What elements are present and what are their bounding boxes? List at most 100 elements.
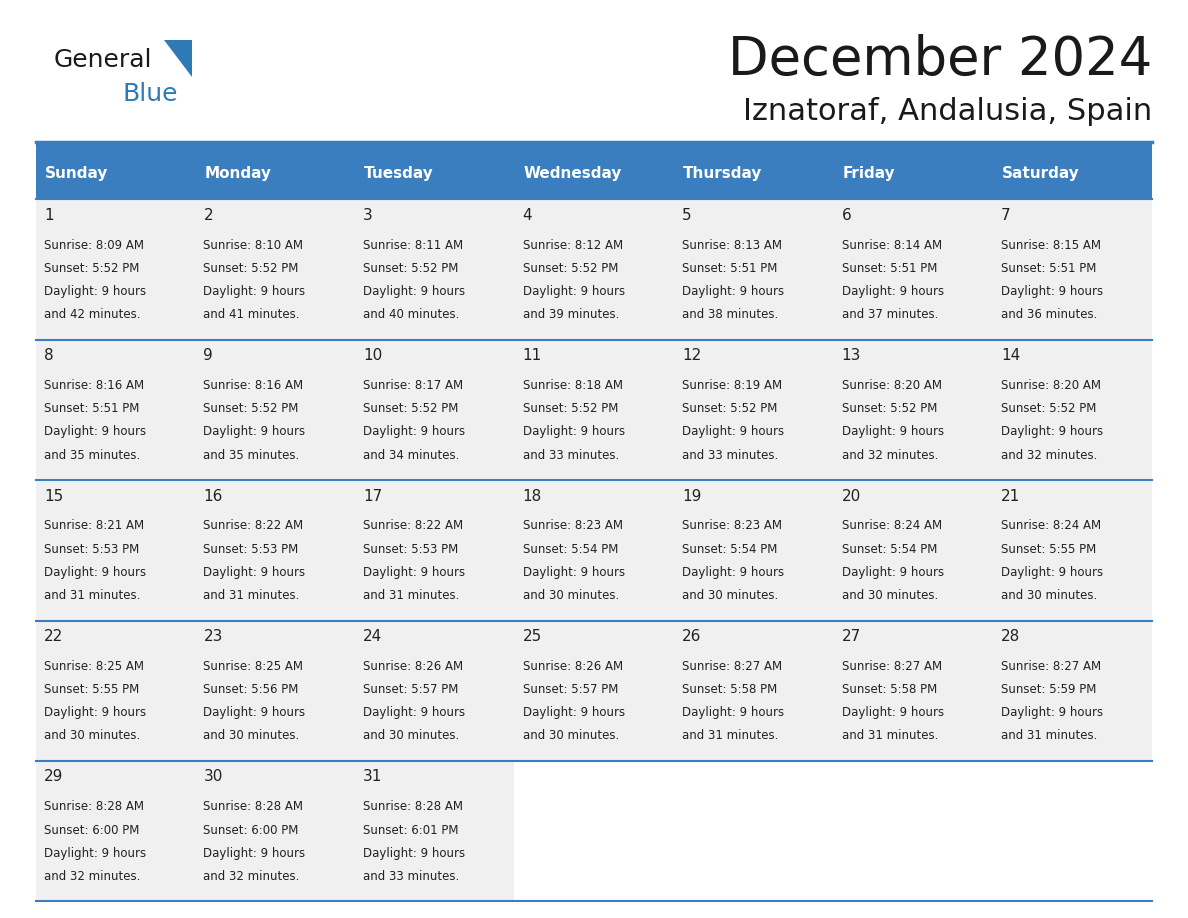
Text: Sunrise: 8:27 AM: Sunrise: 8:27 AM [1001,660,1101,673]
Text: 21: 21 [1001,488,1020,504]
Text: Sunset: 5:55 PM: Sunset: 5:55 PM [1001,543,1097,555]
Text: Sunset: 5:53 PM: Sunset: 5:53 PM [44,543,139,555]
Text: Daylight: 9 hours: Daylight: 9 hours [682,706,784,719]
Bar [195,480,355,621]
Bar [355,199,514,340]
Text: and 41 minutes.: and 41 minutes. [203,308,301,321]
Text: Daylight: 9 hours: Daylight: 9 hours [203,565,305,578]
Text: 3: 3 [364,207,373,223]
Text: Daylight: 9 hours: Daylight: 9 hours [44,846,146,859]
Text: Daylight: 9 hours: Daylight: 9 hours [364,285,466,297]
Text: Sunset: 5:55 PM: Sunset: 5:55 PM [44,683,139,696]
Text: Daylight: 9 hours: Daylight: 9 hours [44,425,146,438]
Bar [833,340,993,480]
Text: and 31 minutes.: and 31 minutes. [1001,730,1098,743]
Bar [195,199,355,340]
Text: Sunrise: 8:26 AM: Sunrise: 8:26 AM [523,660,623,673]
Bar [674,480,833,621]
Text: Sunrise: 8:20 AM: Sunrise: 8:20 AM [841,379,942,392]
Bar [36,761,195,901]
Bar [514,621,674,761]
Text: Monday: Monday [204,166,272,181]
Text: Daylight: 9 hours: Daylight: 9 hours [841,706,943,719]
Text: Sunset: 5:52 PM: Sunset: 5:52 PM [1001,402,1097,415]
Bar [514,340,674,480]
Text: Daylight: 9 hours: Daylight: 9 hours [364,565,466,578]
Text: and 30 minutes.: and 30 minutes. [364,730,460,743]
Text: Sunrise: 8:10 AM: Sunrise: 8:10 AM [203,239,303,252]
Text: Sunrise: 8:25 AM: Sunrise: 8:25 AM [203,660,303,673]
Text: and 32 minutes.: and 32 minutes. [44,870,140,883]
Bar [355,621,514,761]
Text: 7: 7 [1001,207,1011,223]
Text: Sunrise: 8:28 AM: Sunrise: 8:28 AM [203,800,303,813]
Text: Sunset: 5:57 PM: Sunset: 5:57 PM [364,683,459,696]
Text: Sunrise: 8:26 AM: Sunrise: 8:26 AM [364,660,463,673]
Text: 30: 30 [203,769,223,785]
Text: Sunset: 5:54 PM: Sunset: 5:54 PM [523,543,618,555]
Text: and 32 minutes.: and 32 minutes. [1001,449,1098,462]
Text: and 32 minutes.: and 32 minutes. [841,449,939,462]
Text: Daylight: 9 hours: Daylight: 9 hours [523,706,625,719]
Text: 22: 22 [44,629,63,644]
Text: Sunset: 5:58 PM: Sunset: 5:58 PM [682,683,777,696]
Text: and 30 minutes.: and 30 minutes. [203,730,299,743]
Text: Daylight: 9 hours: Daylight: 9 hours [44,285,146,297]
Text: and 30 minutes.: and 30 minutes. [523,589,619,602]
Text: 25: 25 [523,629,542,644]
Text: Sunday: Sunday [45,166,108,181]
Bar [514,761,674,901]
Text: Daylight: 9 hours: Daylight: 9 hours [1001,425,1104,438]
Text: Saturday: Saturday [1003,166,1080,181]
Text: Daylight: 9 hours: Daylight: 9 hours [364,706,466,719]
Text: Sunrise: 8:15 AM: Sunrise: 8:15 AM [1001,239,1101,252]
Bar [36,621,195,761]
Text: Sunset: 5:59 PM: Sunset: 5:59 PM [1001,683,1097,696]
Text: 24: 24 [364,629,383,644]
Text: Sunset: 5:52 PM: Sunset: 5:52 PM [523,262,618,274]
Text: Sunrise: 8:17 AM: Sunrise: 8:17 AM [364,379,463,392]
Text: Sunset: 5:56 PM: Sunset: 5:56 PM [203,683,299,696]
Bar [36,480,195,621]
Text: Sunrise: 8:20 AM: Sunrise: 8:20 AM [1001,379,1101,392]
Text: 27: 27 [841,629,861,644]
Text: December 2024: December 2024 [728,34,1152,85]
Text: 8: 8 [44,348,53,364]
Text: Daylight: 9 hours: Daylight: 9 hours [523,565,625,578]
Text: General: General [53,48,152,72]
Text: Sunrise: 8:18 AM: Sunrise: 8:18 AM [523,379,623,392]
Text: and 39 minutes.: and 39 minutes. [523,308,619,321]
Bar [833,199,993,340]
Text: and 30 minutes.: and 30 minutes. [682,589,778,602]
Text: Daylight: 9 hours: Daylight: 9 hours [203,285,305,297]
Text: Sunrise: 8:22 AM: Sunrise: 8:22 AM [203,520,304,532]
Bar [514,480,674,621]
Text: Sunrise: 8:19 AM: Sunrise: 8:19 AM [682,379,782,392]
Text: Sunrise: 8:14 AM: Sunrise: 8:14 AM [841,239,942,252]
Text: 20: 20 [841,488,861,504]
Text: 18: 18 [523,488,542,504]
Text: 1: 1 [44,207,53,223]
Text: Sunset: 6:00 PM: Sunset: 6:00 PM [44,823,139,836]
Text: 16: 16 [203,488,223,504]
Text: Sunrise: 8:09 AM: Sunrise: 8:09 AM [44,239,144,252]
Text: 6: 6 [841,207,852,223]
Text: and 33 minutes.: and 33 minutes. [523,449,619,462]
Text: 5: 5 [682,207,691,223]
Text: 15: 15 [44,488,63,504]
Text: Sunset: 6:01 PM: Sunset: 6:01 PM [364,823,459,836]
Bar [36,340,195,480]
Text: and 42 minutes.: and 42 minutes. [44,308,140,321]
Bar [195,340,355,480]
Text: Sunrise: 8:21 AM: Sunrise: 8:21 AM [44,520,144,532]
Bar [993,621,1152,761]
Text: Sunset: 5:51 PM: Sunset: 5:51 PM [682,262,777,274]
Text: and 30 minutes.: and 30 minutes. [1001,589,1098,602]
Text: Daylight: 9 hours: Daylight: 9 hours [1001,565,1104,578]
Text: Daylight: 9 hours: Daylight: 9 hours [364,425,466,438]
Text: 17: 17 [364,488,383,504]
Bar [993,340,1152,480]
Bar [355,340,514,480]
Text: and 31 minutes.: and 31 minutes. [364,589,460,602]
Text: Iznatoraf, Andalusia, Spain: Iznatoraf, Andalusia, Spain [744,97,1152,127]
